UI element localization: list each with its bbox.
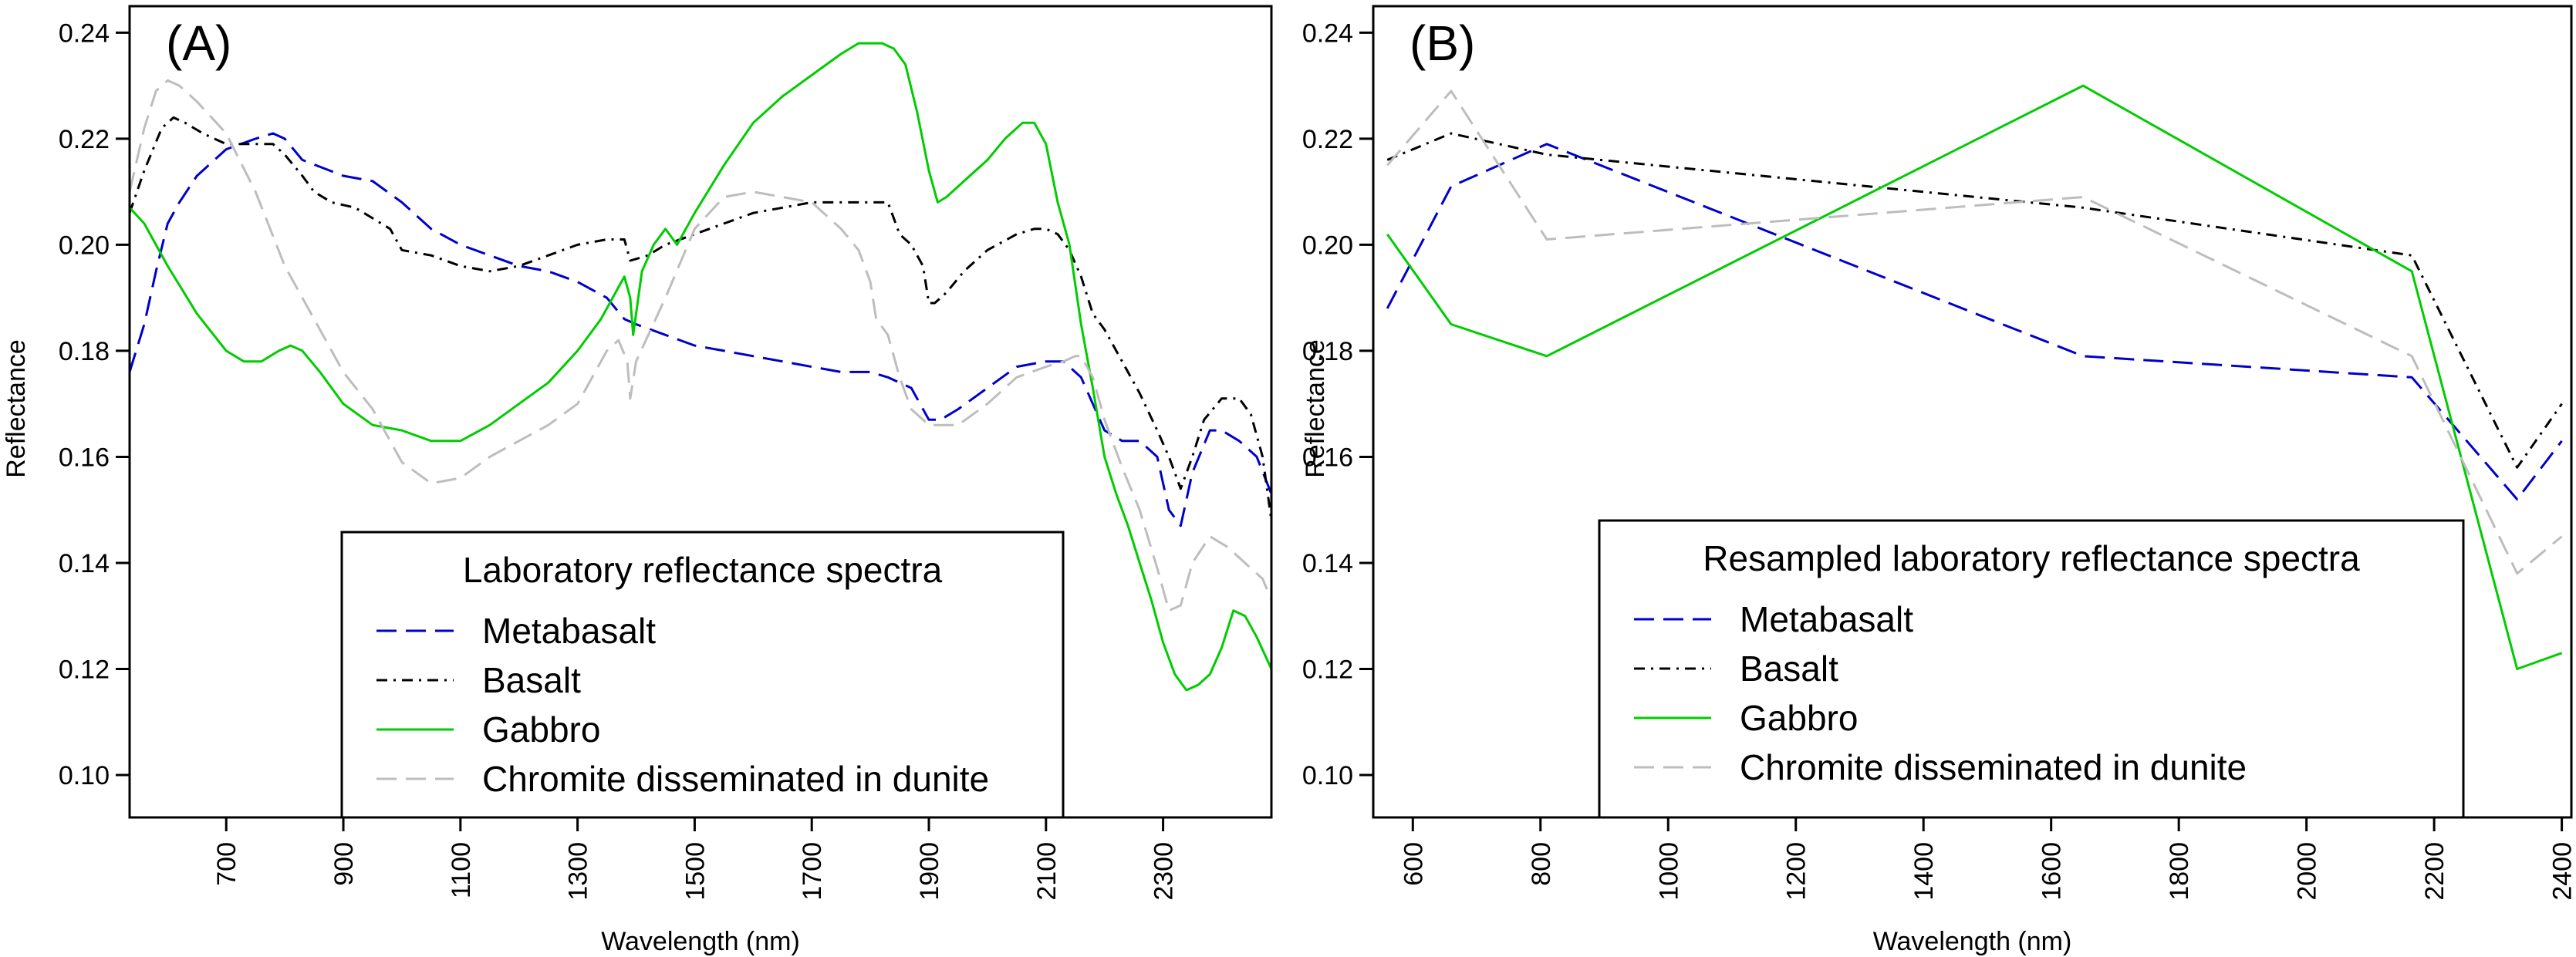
- y-tick-label: 0.24: [1302, 19, 1353, 48]
- x-tick-label: 600: [1399, 842, 1428, 886]
- y-tick-label: 0.10: [1302, 761, 1353, 790]
- legend: Laboratory reflectance spectra Metabasalt…: [340, 531, 1065, 819]
- legend-entry-metabasalt: Metabasalt: [482, 611, 656, 651]
- x-tick-label: 1300: [564, 842, 593, 901]
- x-tick-label: 900: [329, 842, 359, 886]
- x-tick-label: 1700: [798, 842, 827, 901]
- y-axis-title: Reflectance: [2, 339, 31, 478]
- panel-a: 0.10 0.12 0.14 0.16 0.18 0.20 0.22 0.24 700 900 11…: [2, 5, 1273, 956]
- legend-entry-chromite-disseminated-in-dunite: Chromite disseminated in dunite: [482, 759, 989, 799]
- legend-entry-gabbro: Gabbro: [1740, 698, 1858, 738]
- y-axis-title: Reflectance: [1301, 339, 1330, 478]
- y-tick-label: 0.22: [1302, 125, 1353, 154]
- y-tick-label: 0.12: [1302, 655, 1353, 684]
- y-tick-label: 0.16: [1302, 443, 1353, 472]
- y-tick-label: 0.18: [59, 337, 110, 366]
- x-tick-label: 2100: [1032, 842, 1062, 901]
- series-line-metabasalt: [130, 132, 1271, 527]
- series-line-chromite-disseminated-in-dunite: [130, 79, 1271, 612]
- panel-label: (B): [1410, 15, 1475, 71]
- legend-title: Laboratory reflectance spectra: [463, 550, 943, 590]
- y-tick-label: 0.16: [59, 443, 110, 472]
- series-line-metabasalt: [1386, 143, 2563, 500]
- series-line-chromite-disseminated-in-dunite: [1386, 89, 2563, 575]
- x-tick-label: 2200: [2420, 842, 2449, 901]
- panel-b: 0.10 0.12 0.14 0.16 0.18 0.20 0.22 0.24 600 800 10…: [1301, 5, 2576, 956]
- x-tick-label: 2400: [2548, 842, 2576, 901]
- x-tick-label: 2300: [1150, 842, 1179, 901]
- legend-entry-metabasalt: Metabasalt: [1740, 599, 1913, 639]
- legend-entry-basalt: Basalt: [482, 660, 581, 700]
- y-tick-label: 0.22: [59, 125, 110, 154]
- legend-entry-basalt: Basalt: [1740, 649, 1838, 689]
- x-tick-label: 1000: [1654, 842, 1683, 901]
- y-tick-label: 0.14: [1302, 549, 1353, 578]
- legend-box: [1598, 519, 2465, 819]
- legend-entry-chromite-disseminated-in-dunite: Chromite disseminated in dunite: [1740, 747, 2247, 787]
- series-line-basalt: [130, 116, 1271, 521]
- legend: Resampled laboratory reflectance spectra…: [1598, 519, 2465, 819]
- series-line-gabbro: [130, 42, 1271, 692]
- x-tick-label: 800: [1527, 842, 1556, 886]
- legend-title: Resampled laboratory reflectance spectra: [1703, 538, 2360, 578]
- x-tick-label: 1500: [680, 842, 710, 901]
- series-group: [1386, 84, 2563, 670]
- x-tick-label: 1900: [915, 842, 944, 901]
- x-tick-label: 1100: [447, 842, 476, 898]
- series-line-basalt: [1386, 132, 2563, 469]
- x-tick-label: 1600: [2038, 842, 2067, 901]
- y-tick-label: 0.10: [59, 761, 110, 790]
- legend-box: [340, 531, 1065, 819]
- x-tick-label: 1400: [1909, 842, 1939, 901]
- y-tick-label: 0.12: [59, 655, 110, 684]
- legend-entry-gabbro: Gabbro: [482, 709, 600, 750]
- x-tick-label: 1800: [2165, 842, 2194, 901]
- y-tick-label: 0.18: [1302, 337, 1353, 366]
- x-tick-label: 700: [212, 842, 241, 886]
- series-group: [130, 42, 1271, 692]
- panel-label: (A): [166, 15, 231, 71]
- x-tick-label: 2000: [2293, 842, 2322, 901]
- y-tick-label: 0.20: [1302, 231, 1353, 260]
- x-axis-title: Wavelength (nm): [601, 927, 800, 956]
- x-tick-label: 1200: [1782, 842, 1811, 901]
- y-tick-label: 0.20: [59, 231, 110, 260]
- x-axis-title: Wavelength (nm): [1873, 927, 2072, 956]
- y-tick-label: 0.14: [59, 549, 110, 578]
- y-tick-label: 0.24: [59, 19, 110, 48]
- series-line-gabbro: [1386, 84, 2563, 670]
